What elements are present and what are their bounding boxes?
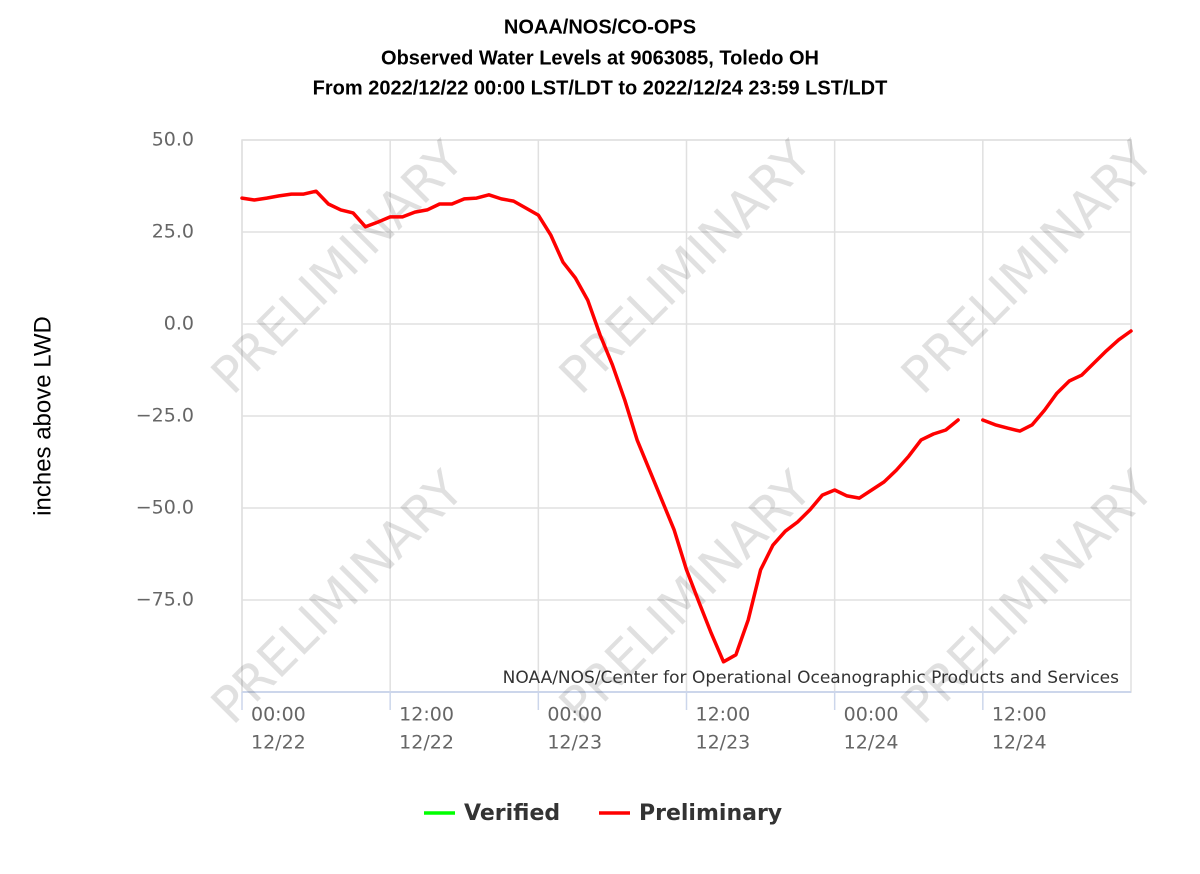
x-tick-label: 12/22 [251, 732, 306, 754]
y-tick-label: −50.0 [136, 497, 194, 519]
x-tick-label: 12:00 [399, 704, 454, 726]
x-tick-label: 12:00 [696, 704, 751, 726]
x-tick-label: 12/23 [547, 732, 602, 754]
x-tick-label: 12/24 [992, 732, 1047, 754]
x-tick-label: 12:00 [992, 704, 1047, 726]
data-line [981, 329, 1133, 433]
plot-data [240, 189, 1133, 664]
grid [241, 139, 1132, 710]
watermark: PRELIMINARY [548, 130, 823, 405]
watermark: PRELIMINARY [890, 460, 1165, 735]
y-tick-label: 25.0 [152, 221, 194, 243]
data-line [240, 189, 960, 664]
x-tick-label: 00:00 [547, 704, 602, 726]
chart-title: Observed Water Levels at 9063085, Toledo… [381, 47, 819, 69]
y-tick-label: −25.0 [136, 405, 194, 427]
y-tick-label: −75.0 [136, 589, 194, 611]
x-tick-label: 12/22 [399, 732, 454, 754]
y-axis-label: inches above LWD [29, 316, 56, 516]
y-tick-label: 0.0 [164, 313, 194, 335]
watermark: PRELIMINARY [548, 460, 823, 735]
legend-label: Preliminary [639, 801, 782, 826]
y-tick-label: 50.0 [152, 129, 194, 151]
x-tick-label: 00:00 [844, 704, 899, 726]
chart-title: From 2022/12/22 00:00 LST/LDT to 2022/12… [313, 77, 888, 99]
x-tick-label: 12/23 [696, 732, 751, 754]
credit: NOAA/NOS/Center for Operational Oceanogr… [503, 668, 1119, 688]
x-tick-label: 12/24 [844, 732, 899, 754]
x-tick-label: 00:00 [251, 704, 306, 726]
legend-label: Verified [464, 801, 560, 826]
watermark: PRELIMINARY [890, 130, 1165, 405]
chart-title: NOAA/NOS/CO-OPS [504, 16, 696, 38]
